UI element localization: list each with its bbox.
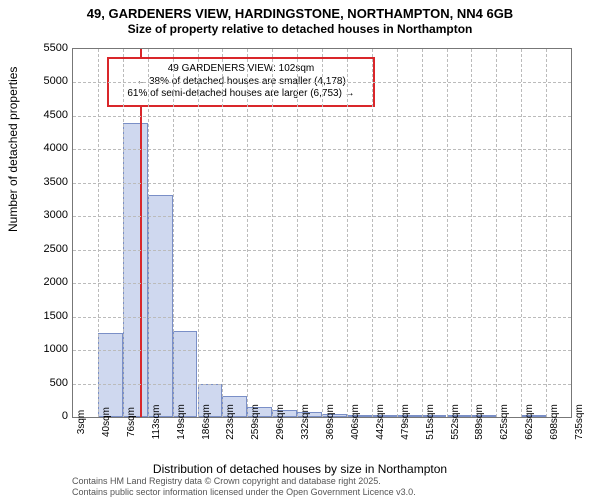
gridline-v [123, 49, 124, 417]
y-tick-label: 5000 [28, 75, 68, 87]
gridline-v [173, 49, 174, 417]
x-tick-label: 369sqm [325, 404, 336, 440]
footer-attribution: Contains HM Land Registry data © Crown c… [72, 476, 416, 498]
y-tick-label: 2500 [28, 243, 68, 255]
chart-title-address: 49, GARDENERS VIEW, HARDINGSTONE, NORTHA… [0, 6, 600, 21]
gridline-v [521, 49, 522, 417]
x-tick-label: 442sqm [375, 404, 386, 440]
y-tick-label: 5500 [28, 42, 68, 54]
gridline-v [496, 49, 497, 417]
x-tick-label: 406sqm [350, 404, 361, 440]
plot-area: 49 GARDENERS VIEW: 102sqm ← 38% of detac… [72, 48, 572, 418]
gridline-v [447, 49, 448, 417]
footer-line-2: Contains public sector information licen… [72, 487, 416, 498]
gridline-v [471, 49, 472, 417]
footer-line-1: Contains HM Land Registry data © Crown c… [72, 476, 416, 487]
x-tick-label: 113sqm [151, 405, 162, 440]
gridline-v [272, 49, 273, 417]
y-tick-label: 500 [28, 377, 68, 389]
x-tick-label: 479sqm [400, 404, 411, 440]
y-tick-label: 4000 [28, 142, 68, 154]
gridline-v [546, 49, 547, 417]
x-tick-label: 40sqm [101, 407, 112, 437]
x-tick-label: 662sqm [524, 404, 535, 440]
x-tick-label: 186sqm [201, 404, 212, 440]
gridline-v [198, 49, 199, 417]
x-tick-label: 515sqm [425, 404, 436, 440]
y-tick-label: 3000 [28, 209, 68, 221]
x-tick-label: 3sqm [76, 410, 87, 434]
x-tick-label: 589sqm [474, 404, 485, 440]
gridline-v [372, 49, 373, 417]
x-axis-label: Distribution of detached houses by size … [0, 462, 600, 476]
x-tick-label: 76sqm [126, 407, 137, 437]
x-tick-label: 625sqm [499, 404, 510, 440]
gridline-v [297, 49, 298, 417]
gridline-v [347, 49, 348, 417]
gridline-v [397, 49, 398, 417]
chart-title-subtitle: Size of property relative to detached ho… [0, 22, 600, 36]
y-tick-label: 1000 [28, 343, 68, 355]
y-tick-label: 0 [28, 410, 68, 422]
x-tick-label: 552sqm [450, 404, 461, 440]
x-tick-label: 332sqm [300, 404, 311, 440]
x-tick-label: 296sqm [275, 404, 286, 440]
x-tick-label: 698sqm [549, 404, 560, 440]
y-tick-label: 1500 [28, 310, 68, 322]
histogram-bar [123, 123, 148, 417]
x-tick-label: 149sqm [176, 404, 187, 440]
gridline-v [422, 49, 423, 417]
y-axis-label: Number of detached properties [6, 67, 20, 232]
gridline-v [222, 49, 223, 417]
gridline-v [148, 49, 149, 417]
gridline-v [322, 49, 323, 417]
histogram-bar [98, 333, 123, 417]
y-tick-label: 4500 [28, 109, 68, 121]
x-tick-label: 735sqm [574, 404, 585, 440]
x-tick-label: 223sqm [225, 404, 236, 440]
callout-line-3: 61% of semi-detached houses are larger (… [115, 88, 367, 101]
gridline-v [98, 49, 99, 417]
x-tick-label: 259sqm [250, 404, 261, 440]
callout-line-1: 49 GARDENERS VIEW: 102sqm [115, 63, 367, 76]
gridline-v [247, 49, 248, 417]
y-tick-label: 2000 [28, 276, 68, 288]
y-tick-label: 3500 [28, 176, 68, 188]
